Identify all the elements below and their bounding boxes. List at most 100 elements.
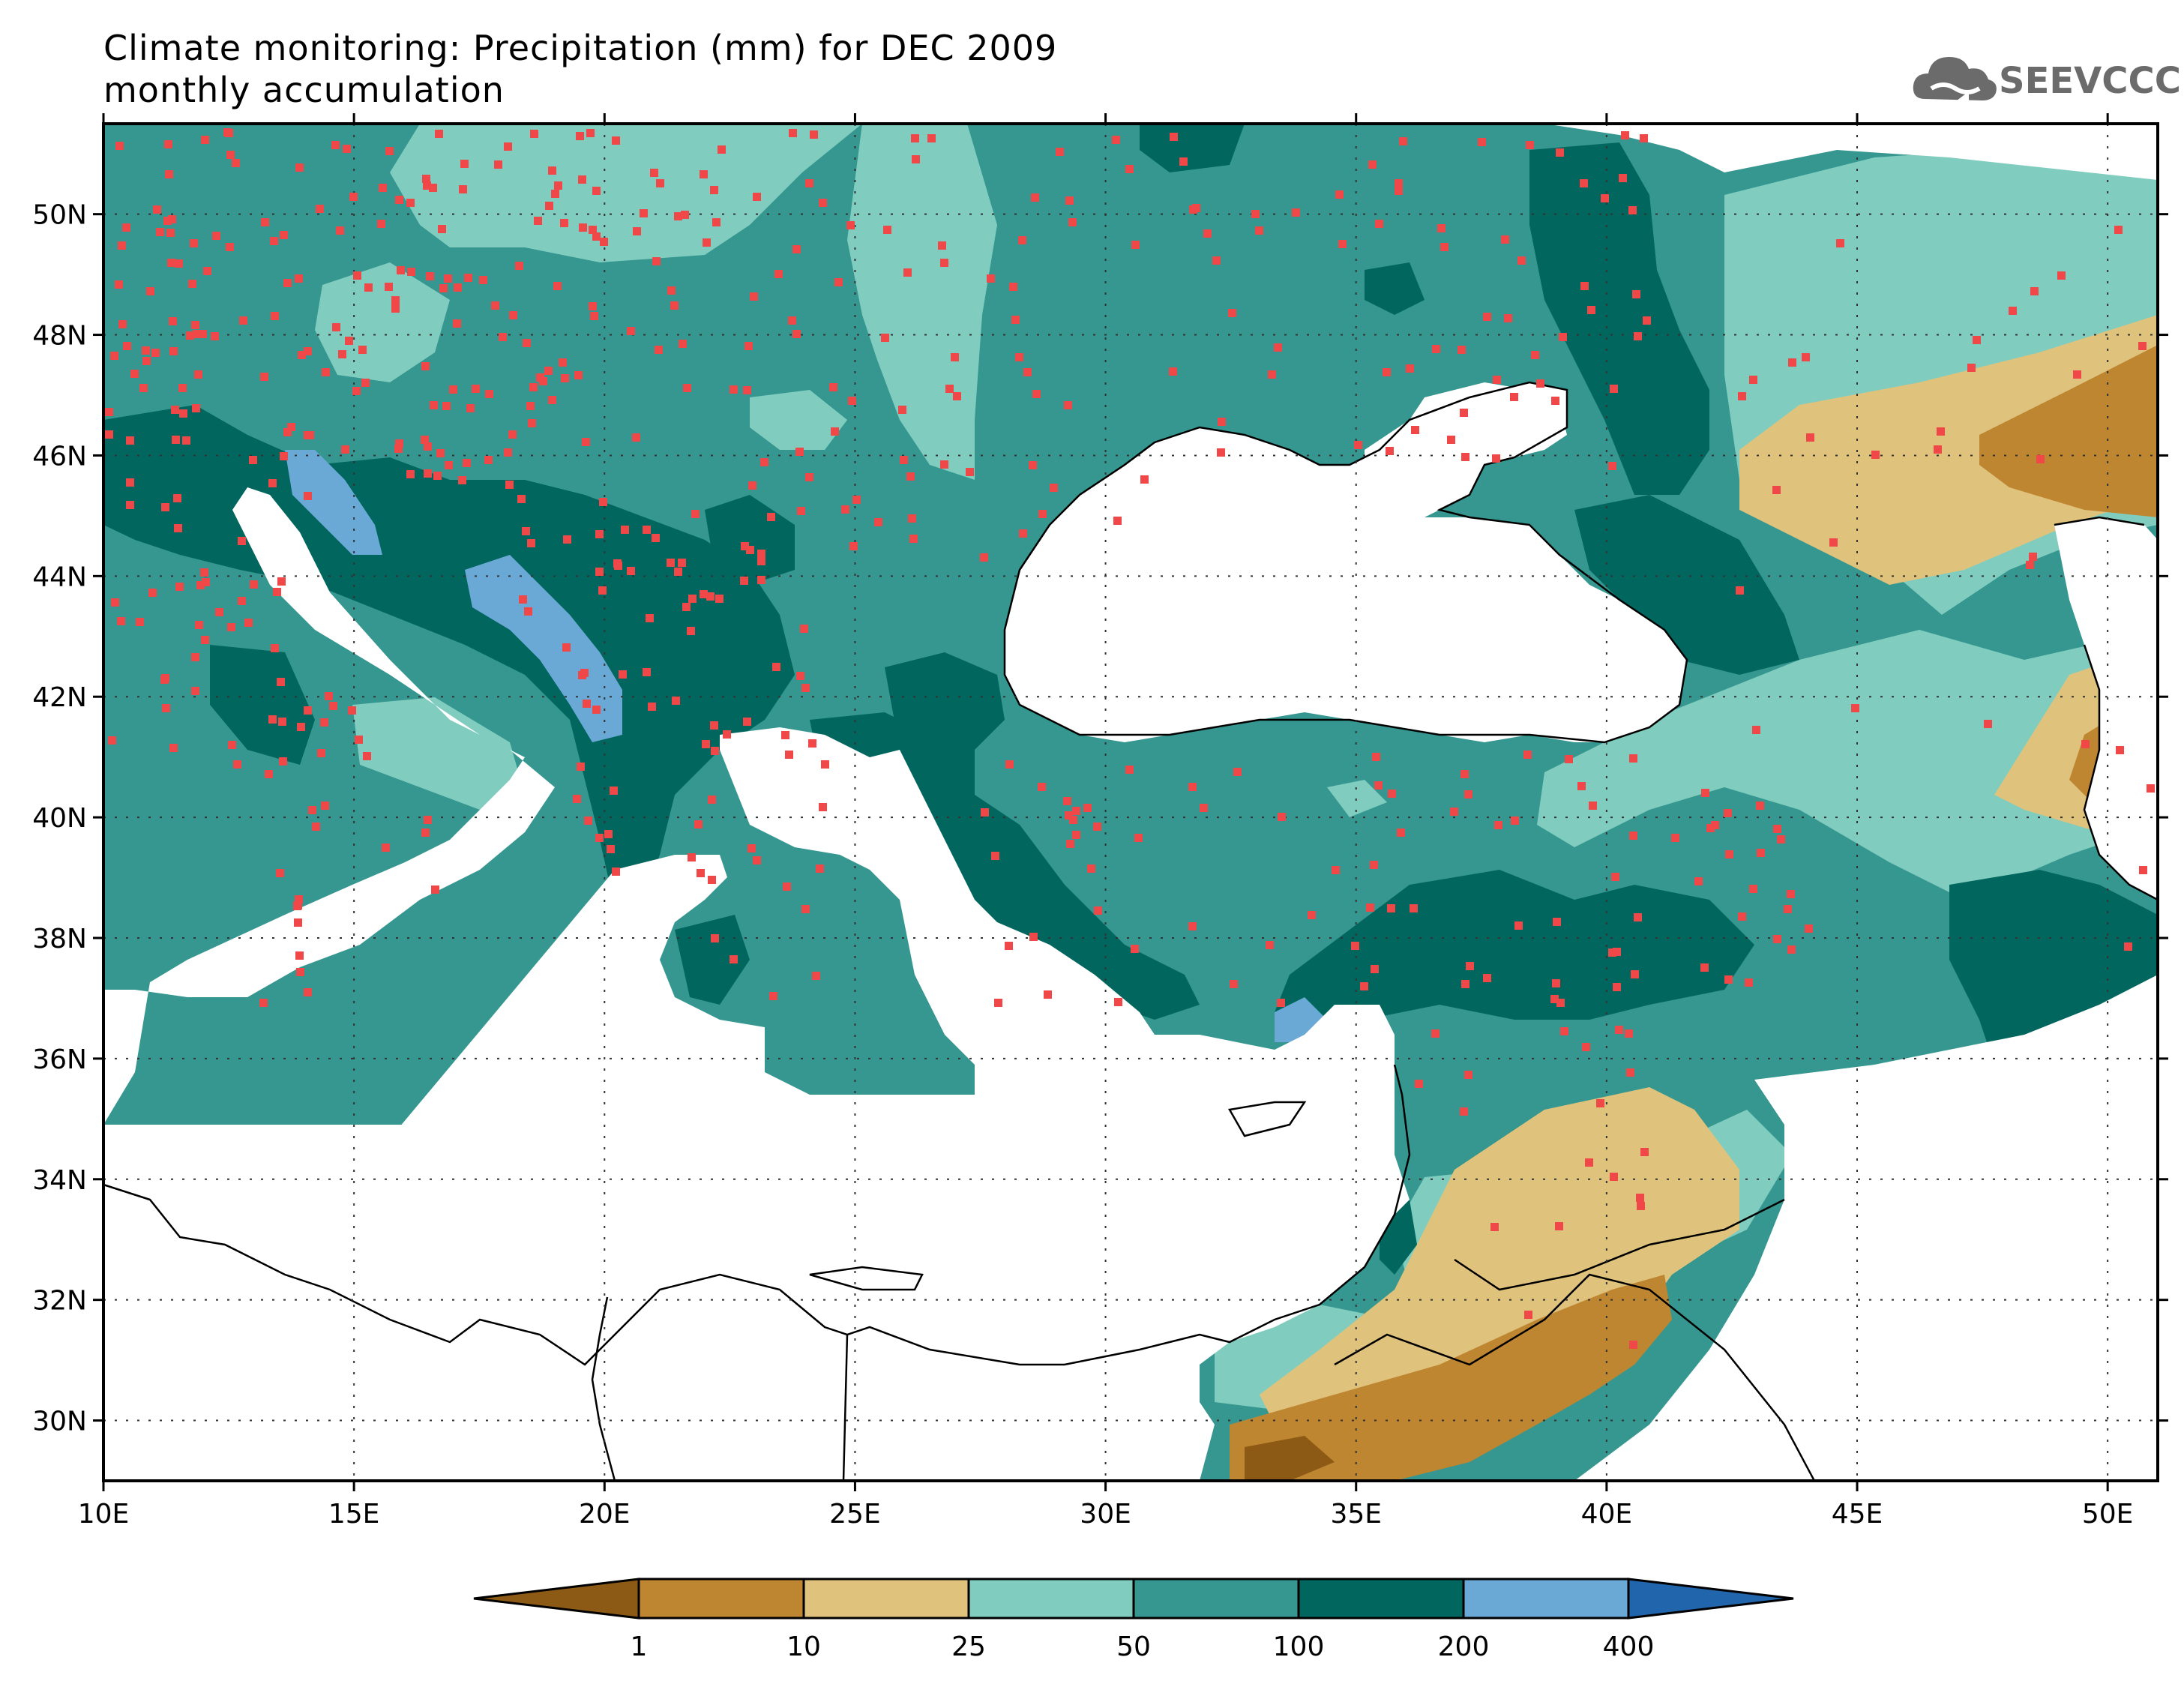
station-marker	[1787, 945, 1796, 954]
zone-100-200	[1574, 495, 1799, 675]
station-marker	[1788, 358, 1796, 367]
station-marker	[494, 160, 502, 169]
station-marker	[595, 834, 604, 842]
station-marker	[683, 384, 691, 392]
station-marker	[1634, 332, 1642, 340]
station-marker	[459, 185, 467, 193]
station-marker	[1551, 397, 1559, 405]
station-marker	[1068, 218, 1077, 226]
station-marker	[527, 539, 535, 547]
station-marker	[1335, 190, 1344, 199]
station-marker	[424, 442, 432, 451]
station-marker	[1466, 962, 1474, 970]
station-marker	[577, 763, 585, 771]
station-marker	[2026, 561, 2034, 569]
station-marker	[296, 968, 304, 976]
station-marker	[228, 741, 236, 749]
x-tick-label: 45E	[1832, 1499, 1883, 1530]
station-marker	[280, 452, 288, 460]
station-marker	[2114, 226, 2123, 234]
station-marker	[126, 436, 134, 445]
station-marker	[708, 876, 716, 884]
station-marker	[1370, 861, 1378, 869]
colorbar-box	[1462, 1578, 1630, 1620]
station-marker	[909, 535, 918, 543]
station-marker	[169, 317, 177, 325]
station-marker	[385, 147, 394, 155]
station-marker	[592, 706, 601, 714]
station-marker	[1613, 948, 1621, 956]
colorbar-label: 25	[951, 1632, 986, 1662]
station-marker	[1387, 904, 1395, 912]
station-marker	[1706, 824, 1715, 832]
station-marker	[1967, 364, 1976, 372]
station-marker	[250, 580, 258, 589]
station-marker	[148, 589, 157, 597]
station-marker	[656, 179, 664, 187]
station-marker	[287, 423, 295, 431]
station-marker	[1555, 1222, 1563, 1230]
x-tick-label: 10E	[78, 1499, 130, 1530]
colorbar-box	[1132, 1578, 1300, 1620]
station-marker	[304, 988, 312, 996]
station-marker	[1011, 316, 1020, 324]
station-marker	[1072, 807, 1080, 815]
station-marker	[277, 577, 286, 586]
station-marker	[729, 955, 738, 963]
station-marker	[142, 357, 151, 365]
station-marker	[268, 715, 277, 724]
station-marker	[544, 367, 553, 375]
station-marker	[422, 175, 430, 183]
station-marker	[105, 430, 113, 439]
station-marker	[1524, 1311, 1532, 1319]
station-marker	[466, 404, 475, 412]
station-marker	[1230, 980, 1238, 988]
colorbar-label: 400	[1603, 1632, 1655, 1662]
station-marker	[627, 567, 635, 575]
station-marker	[1637, 1202, 1645, 1210]
station-marker	[1114, 998, 1122, 1006]
station-marker	[395, 439, 403, 448]
station-marker	[627, 327, 635, 335]
station-marker	[1619, 174, 1627, 182]
station-marker	[1395, 179, 1403, 187]
zone-10-25	[1260, 1087, 1739, 1425]
station-marker	[1478, 138, 1486, 146]
station-marker	[2030, 287, 2039, 295]
station-marker	[331, 141, 340, 149]
station-marker	[211, 332, 219, 340]
station-marker	[723, 730, 731, 739]
station-marker	[1351, 942, 1359, 950]
station-marker	[650, 169, 658, 177]
station-marker	[463, 459, 471, 467]
station-marker	[1464, 1071, 1472, 1079]
station-marker	[753, 856, 761, 864]
station-marker	[846, 221, 855, 229]
station-marker	[595, 530, 604, 538]
station-marker	[123, 342, 131, 350]
station-marker	[560, 219, 568, 227]
station-marker	[980, 553, 988, 562]
station-marker	[1179, 157, 1188, 166]
station-marker	[1464, 790, 1472, 799]
map-axes: 10E 15E 20E 25E 30E 35E 40E 45E 50E 30N 32N 34N 36N 3…	[32, 113, 2168, 1530]
station-marker	[619, 670, 627, 679]
station-marker	[938, 241, 946, 250]
station-marker	[227, 623, 235, 631]
station-marker	[748, 481, 756, 490]
station-marker	[586, 129, 595, 137]
station-marker	[1784, 905, 1792, 913]
station-marker	[126, 478, 134, 487]
station-marker	[226, 243, 234, 251]
station-marker	[458, 476, 466, 484]
station-marker	[1556, 148, 1564, 157]
station-marker	[1411, 426, 1419, 434]
station-marker	[679, 340, 687, 348]
station-marker	[1492, 454, 1500, 463]
station-marker	[792, 330, 801, 338]
station-marker	[2138, 342, 2147, 350]
station-marker	[343, 145, 351, 153]
station-marker	[2057, 271, 2066, 280]
station-marker	[1371, 965, 1379, 973]
station-marker	[153, 205, 161, 214]
